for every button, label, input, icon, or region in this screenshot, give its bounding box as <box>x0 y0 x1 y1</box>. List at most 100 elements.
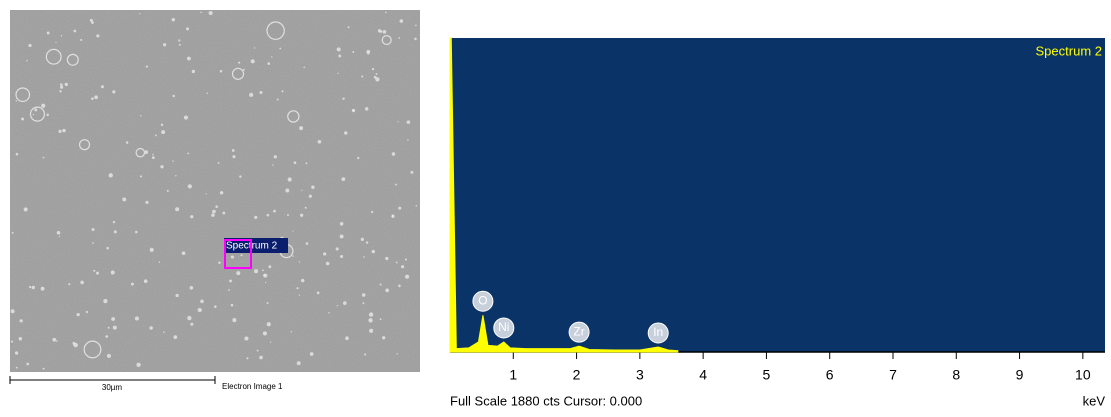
peak-label: Zr <box>573 324 584 338</box>
particle <box>299 261 300 262</box>
particle <box>135 231 138 234</box>
particle <box>369 329 373 333</box>
particle <box>60 83 63 86</box>
particle <box>246 357 248 359</box>
particle <box>274 155 277 158</box>
particle <box>146 66 148 68</box>
particle <box>300 214 303 217</box>
particle <box>232 318 236 322</box>
particle <box>91 97 94 100</box>
particle <box>401 265 404 268</box>
plot-area <box>450 38 1105 352</box>
particle <box>273 210 276 213</box>
particle <box>407 120 411 124</box>
particle <box>385 257 388 260</box>
particle <box>279 48 281 50</box>
x-tick-label: 7 <box>889 367 897 383</box>
particle <box>60 86 63 89</box>
particle <box>187 316 191 320</box>
particle <box>21 118 24 121</box>
particle <box>232 149 235 152</box>
x-tick-label: 2 <box>573 367 581 383</box>
particle <box>383 30 387 34</box>
particle <box>231 255 234 258</box>
particle <box>135 316 139 320</box>
particle <box>291 331 292 332</box>
particle <box>297 361 301 365</box>
particle <box>344 131 347 134</box>
particle <box>277 99 279 101</box>
particle <box>101 85 104 88</box>
particle <box>267 214 270 217</box>
particle <box>282 90 284 92</box>
x-tick-label: 9 <box>1016 367 1024 383</box>
particle <box>285 188 289 192</box>
particle <box>173 335 177 339</box>
particle <box>11 309 15 313</box>
particle <box>218 262 220 264</box>
particle <box>103 299 107 303</box>
particle <box>160 165 163 168</box>
particle <box>136 363 140 367</box>
particle <box>218 162 220 164</box>
particle <box>337 47 341 51</box>
sem-image: Spectrum 2 <box>10 10 420 372</box>
particle <box>323 252 326 255</box>
particle <box>111 270 115 274</box>
particle <box>113 221 115 223</box>
particle <box>337 73 338 74</box>
particle <box>268 265 271 268</box>
particle <box>254 269 258 273</box>
particle <box>272 164 273 165</box>
x-tick-label: 6 <box>826 367 834 383</box>
particle <box>80 281 84 285</box>
particle <box>257 350 259 352</box>
particle <box>43 368 45 370</box>
particle <box>68 283 70 285</box>
particle <box>267 302 269 304</box>
particle <box>238 62 240 64</box>
particle <box>41 104 45 108</box>
particle <box>159 262 160 263</box>
particle <box>232 155 235 158</box>
particle <box>414 38 417 41</box>
particle <box>338 55 341 58</box>
particle <box>310 352 314 356</box>
particle <box>109 173 113 177</box>
particle <box>270 341 271 342</box>
particle <box>385 12 387 14</box>
particle <box>90 19 93 22</box>
particle <box>187 153 189 155</box>
particle <box>80 39 82 41</box>
particle <box>92 242 94 244</box>
particle <box>24 207 28 211</box>
particle <box>380 318 382 320</box>
particle <box>363 256 365 258</box>
particle <box>296 287 298 289</box>
particle <box>337 305 338 306</box>
particle <box>343 301 347 305</box>
particle <box>398 37 400 39</box>
particle <box>15 351 18 354</box>
scale-bar: 30µm Electron Image 1 <box>10 376 283 392</box>
particle <box>73 343 77 347</box>
particle <box>378 29 381 32</box>
x-tick-label: 5 <box>763 367 771 383</box>
x-tick-label: 8 <box>952 367 960 383</box>
particle <box>251 59 255 63</box>
particle <box>376 73 378 75</box>
particle <box>328 312 329 313</box>
particle <box>240 254 242 256</box>
particle <box>288 177 292 181</box>
particle <box>172 95 174 97</box>
particle <box>299 294 300 295</box>
particle <box>382 336 385 339</box>
particle <box>259 91 262 94</box>
particle <box>47 32 50 35</box>
particle <box>149 326 152 329</box>
particle <box>33 114 34 115</box>
particle <box>200 300 204 304</box>
particle <box>287 214 289 216</box>
particle <box>29 286 31 288</box>
particle <box>140 175 142 177</box>
